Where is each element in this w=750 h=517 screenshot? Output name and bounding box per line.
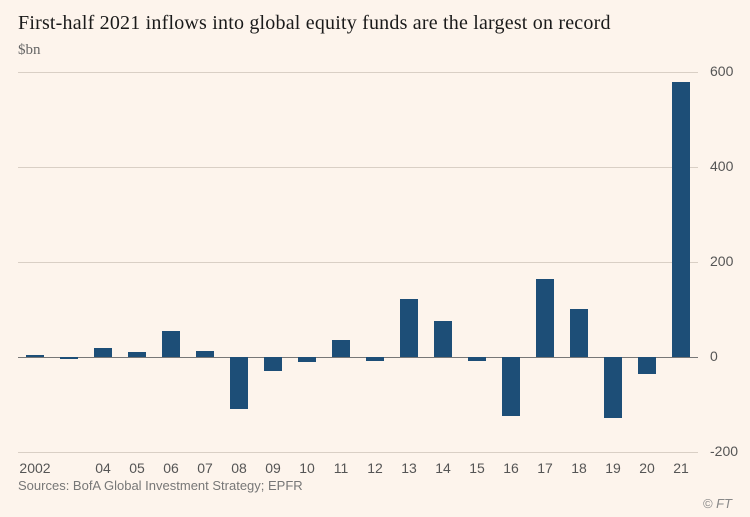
x-tick-label: 04 bbox=[95, 460, 111, 476]
y-tick-label: 200 bbox=[710, 253, 733, 269]
bar bbox=[468, 357, 487, 361]
x-tick-label: 07 bbox=[197, 460, 213, 476]
grid-line bbox=[18, 72, 698, 73]
x-tick-label: 12 bbox=[367, 460, 383, 476]
grid-line bbox=[18, 262, 698, 263]
bar bbox=[298, 357, 317, 362]
x-tick-label: 10 bbox=[299, 460, 315, 476]
bar bbox=[94, 348, 113, 358]
bar bbox=[366, 357, 385, 361]
bar bbox=[570, 309, 589, 357]
x-tick-label: 16 bbox=[503, 460, 519, 476]
bar bbox=[128, 352, 147, 357]
chart-subtitle: $bn bbox=[18, 42, 41, 59]
y-tick-label: 0 bbox=[710, 348, 718, 364]
bar bbox=[264, 357, 283, 371]
x-tick-label: 06 bbox=[163, 460, 179, 476]
credit-text: © FT bbox=[703, 496, 732, 511]
bar bbox=[60, 357, 79, 359]
bar bbox=[536, 279, 555, 357]
x-tick-label: 17 bbox=[537, 460, 553, 476]
plot-area: -200020040060020020405060708091011121314… bbox=[18, 72, 698, 452]
bar bbox=[434, 321, 453, 357]
bar bbox=[604, 357, 623, 418]
x-tick-label: 14 bbox=[435, 460, 451, 476]
bar bbox=[196, 351, 215, 357]
chart-container: First-half 2021 inflows into global equi… bbox=[0, 0, 750, 517]
bar bbox=[638, 357, 657, 374]
x-tick-label: 05 bbox=[129, 460, 145, 476]
y-tick-label: -200 bbox=[710, 443, 738, 459]
x-tick-label: 20 bbox=[639, 460, 655, 476]
grid-line bbox=[18, 452, 698, 453]
bar bbox=[26, 355, 45, 357]
x-tick-label: 15 bbox=[469, 460, 485, 476]
sources-text: Sources: BofA Global Investment Strategy… bbox=[18, 478, 303, 493]
x-tick-label: 19 bbox=[605, 460, 621, 476]
bar bbox=[230, 357, 249, 409]
x-tick-label: 18 bbox=[571, 460, 587, 476]
bar bbox=[332, 340, 351, 357]
x-tick-label: 21 bbox=[673, 460, 689, 476]
bar bbox=[672, 82, 691, 358]
bar bbox=[162, 331, 181, 357]
grid-line bbox=[18, 167, 698, 168]
x-tick-label: 11 bbox=[334, 460, 349, 476]
y-tick-label: 600 bbox=[710, 63, 733, 79]
chart-title: First-half 2021 inflows into global equi… bbox=[18, 12, 611, 35]
y-tick-label: 400 bbox=[710, 158, 733, 174]
x-tick-label: 13 bbox=[401, 460, 417, 476]
x-tick-label: 08 bbox=[231, 460, 247, 476]
bar bbox=[502, 357, 521, 416]
x-tick-label: 09 bbox=[265, 460, 281, 476]
x-tick-label: 2002 bbox=[19, 460, 50, 476]
zero-line bbox=[18, 357, 698, 358]
bar bbox=[400, 299, 419, 357]
